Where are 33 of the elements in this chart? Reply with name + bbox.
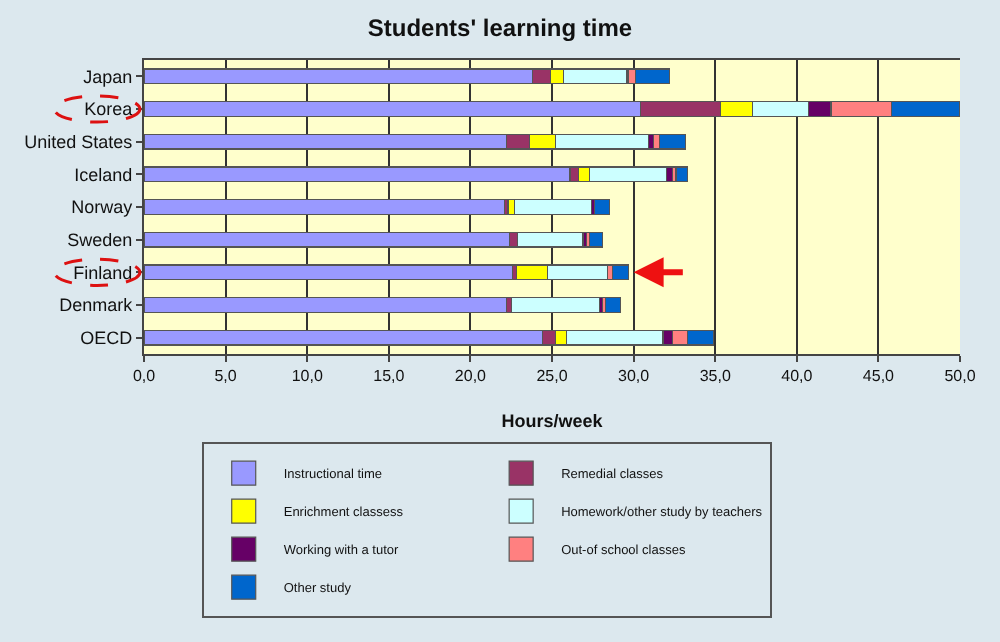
x-tick-label: 50,0 <box>944 367 977 386</box>
bar <box>144 231 511 248</box>
y-tick-label: Finland <box>73 262 133 283</box>
x-tick-label: 10,0 <box>291 367 324 386</box>
y-tick-label: Sweden <box>67 229 133 250</box>
x-tick-label: 0,0 <box>132 367 157 386</box>
x-tick-label: 35,0 <box>699 367 732 386</box>
x-tick-label: 30,0 <box>618 367 651 386</box>
x-tick-label: 15,0 <box>373 367 406 386</box>
x-tick-label: 40,0 <box>781 367 814 386</box>
x-tick-label: 45,0 <box>862 367 896 386</box>
bar <box>659 133 687 150</box>
x-tick-label: 20,0 <box>454 367 488 386</box>
y-tick-label: Korea <box>84 99 133 120</box>
bar <box>510 297 600 313</box>
x-axis-title: Hours/week <box>501 410 605 431</box>
x-tick-label: 25,0 <box>536 367 569 386</box>
y-tick-label: Iceland <box>74 164 133 185</box>
y-tick-label: United States <box>24 131 134 152</box>
y-tick-label: OECD <box>80 327 134 348</box>
bar <box>588 231 604 248</box>
y-tick-label: Denmark <box>59 295 134 316</box>
bar <box>144 297 507 313</box>
bar <box>634 68 671 85</box>
x-tick-label: 5,0 <box>214 367 238 386</box>
bar <box>605 297 622 313</box>
bar <box>517 231 584 248</box>
y-tick-label: Japan <box>83 66 133 87</box>
chart-title: Students' learning time <box>367 14 633 43</box>
y-tick-label: Norway <box>71 197 134 218</box>
bar <box>611 264 630 281</box>
bar <box>144 166 571 183</box>
bar <box>144 199 506 215</box>
